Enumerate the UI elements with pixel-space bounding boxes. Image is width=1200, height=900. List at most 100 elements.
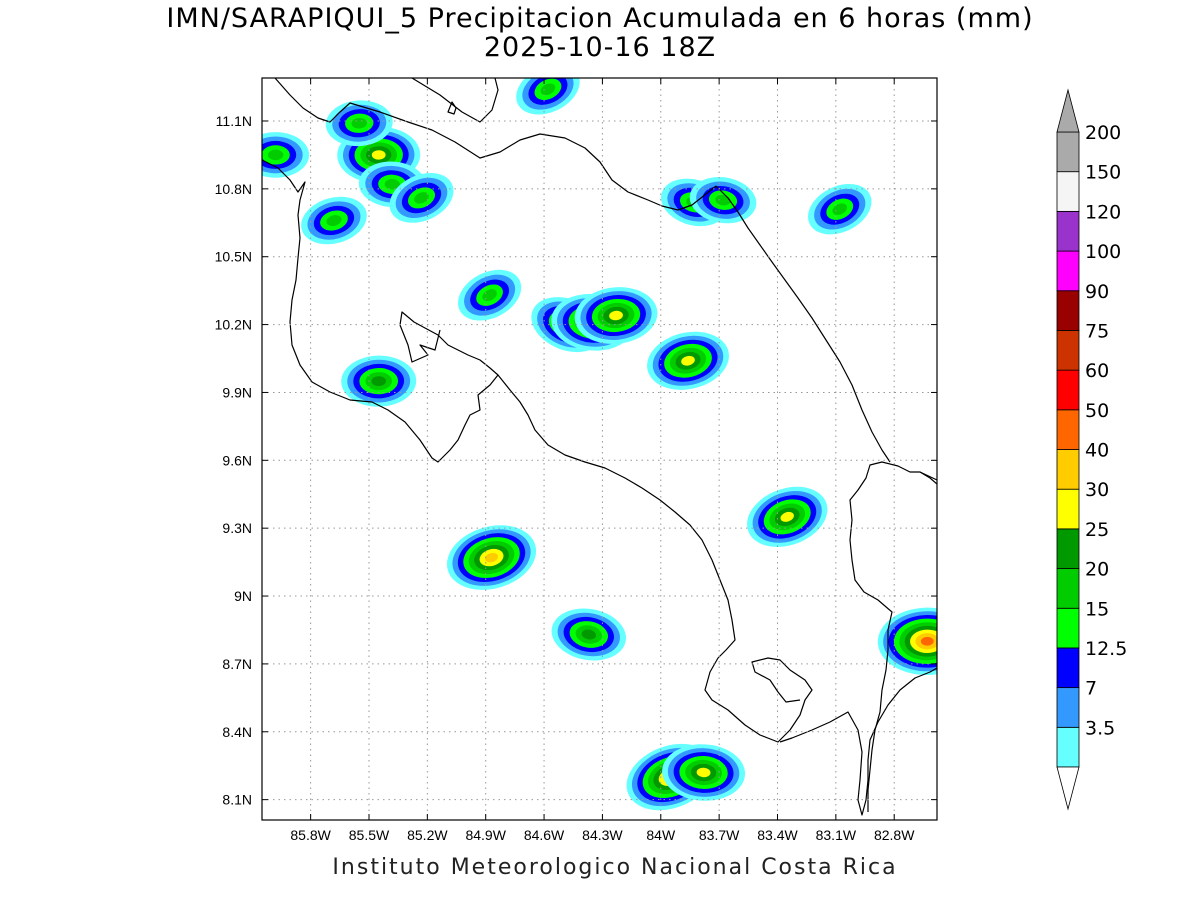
- lat-tick-label: 11.1N: [216, 113, 252, 129]
- colorbar-swatch: [1056, 290, 1080, 331]
- lat-tick-label: 10.8N: [215, 181, 252, 197]
- colorbar-label: 40: [1085, 440, 1109, 462]
- colorbar-label: 25: [1085, 519, 1109, 541]
- colorbar-swatch: [1056, 369, 1080, 411]
- lon-tick-label: 85.5W: [349, 827, 390, 843]
- precip-cell: [301, 196, 367, 245]
- lon-tick-label: 84W: [646, 827, 676, 843]
- lat-tick-label: 9.9N: [222, 384, 252, 400]
- precip-cell: [446, 525, 537, 590]
- precip-contour: [371, 150, 386, 160]
- precip-contour: [414, 192, 429, 204]
- colorbar-swatch: [1056, 607, 1080, 649]
- colorbar-swatch: [1056, 210, 1080, 252]
- lat-tick-label: 8.1N: [222, 792, 252, 808]
- lon-tick-label: 83.7W: [699, 827, 740, 843]
- lon-tick-label: 84.3W: [582, 827, 623, 843]
- colorbar-label: 75: [1085, 320, 1109, 342]
- precip-cell: [662, 744, 746, 801]
- colorbar-label: 12.5: [1085, 638, 1127, 660]
- precip-contour: [267, 149, 284, 161]
- precip-cell: [458, 269, 522, 321]
- precip-cell: [325, 100, 393, 147]
- precip-cell: [808, 184, 872, 235]
- lat-tick-label: 9.3N: [222, 520, 252, 536]
- lat-tick-label: 10.5N: [215, 249, 252, 265]
- lon-tick-label: 85.8W: [290, 827, 331, 843]
- colorbar-swatch: [1056, 647, 1080, 689]
- golfo-dulce-coast: [779, 667, 937, 816]
- colorbar-label: 200: [1085, 122, 1121, 144]
- colorbar-label: 120: [1085, 201, 1121, 223]
- costa-rica-panama-border: [849, 461, 937, 812]
- precip-contour: [681, 355, 695, 366]
- precip-cell: [877, 607, 937, 675]
- plot-frame: [261, 77, 938, 821]
- lat-tick-label: 10.2N: [215, 317, 252, 333]
- precip-contour: [384, 179, 401, 190]
- caribbean-coast: [715, 185, 891, 463]
- colorbar-swatch: [1056, 330, 1080, 371]
- precip-contour: [351, 117, 367, 129]
- colorbar-swatch: [1056, 568, 1080, 609]
- precip-contour: [485, 552, 499, 563]
- coastline-borders: [262, 78, 937, 816]
- precip-contour: [609, 310, 623, 321]
- precip-cell: [358, 161, 426, 208]
- lon-tick-label: 84.6W: [524, 827, 565, 843]
- lat-tick-label: 9N: [234, 588, 252, 604]
- lat-tick-label: 8.4N: [222, 724, 252, 740]
- lat-tick-label: 8.7N: [222, 656, 252, 672]
- precip-contour: [696, 767, 711, 778]
- colorbar-swatch: [1056, 409, 1080, 450]
- colorbar-label: 30: [1085, 479, 1109, 501]
- precip-contour: [780, 511, 794, 522]
- precip-contour: [920, 636, 934, 646]
- colorbar-swatch: [1056, 528, 1080, 569]
- colorbar-label: 50: [1085, 400, 1109, 422]
- map-title: IMN/SARAPIQUI_5 Precipitacion Acumulada …: [166, 3, 1034, 34]
- lon-tick-label: 83.1W: [816, 827, 857, 843]
- colorbar-label: 100: [1085, 241, 1121, 263]
- precip-contour: [581, 629, 597, 640]
- colorbar-label: 60: [1085, 360, 1109, 382]
- colorbar-swatch: [1056, 250, 1080, 292]
- colorbar-min-arrow: [1056, 766, 1080, 811]
- caribbean-coast-panama: [919, 471, 937, 485]
- lon-tick-label: 83.4W: [757, 827, 798, 843]
- colorbar-label: 90: [1085, 281, 1109, 303]
- precip-cell: [747, 486, 828, 547]
- precip-contour: [540, 83, 556, 96]
- lake-nicaragua-shore: [411, 78, 499, 123]
- precip-cell: [516, 78, 580, 115]
- colorbar-label: 15: [1085, 598, 1109, 620]
- precip-cell: [262, 132, 310, 178]
- colorbar-swatch: [1056, 726, 1080, 768]
- precip-contour: [326, 215, 342, 227]
- colorbar-label: 20: [1085, 559, 1109, 581]
- colorbar-swatch: [1056, 488, 1080, 530]
- lat-tick-label: 9.6N: [222, 452, 252, 468]
- colorbar-swatch: [1056, 171, 1080, 212]
- precipitation-field: [262, 78, 937, 816]
- precip-contour: [832, 203, 848, 216]
- lat-lon-grid: [262, 78, 937, 820]
- colorbar-label: 7: [1085, 678, 1097, 700]
- precip-cell: [341, 355, 417, 407]
- colorbar: 3.5 7 12.5 15 20 25 30 40 50 60 75 90 100 120 150 200: [1056, 88, 1127, 811]
- colorbar-label: 3.5: [1085, 717, 1115, 739]
- colorbar-swatch: [1056, 687, 1080, 728]
- axis-ticks: 85.8W 85.5W 85.2W 84.9W 84.6W 84.3W 84W 83.7W 83…: [215, 78, 937, 843]
- precip-cell: [689, 177, 757, 224]
- precip-cell: [389, 173, 454, 223]
- lake-island: [447, 101, 457, 115]
- colorbar-swatch: [1056, 449, 1080, 490]
- precip-contour: [371, 376, 386, 387]
- pacific-coast-central: [497, 374, 813, 743]
- footer-credit: Instituto Meteorologico Nacional Costa R…: [332, 855, 898, 880]
- lon-tick-label: 85.2W: [407, 827, 448, 843]
- precip-cell: [647, 331, 729, 390]
- colorbar-max-arrow: [1056, 88, 1080, 133]
- precip-cell: [551, 608, 626, 661]
